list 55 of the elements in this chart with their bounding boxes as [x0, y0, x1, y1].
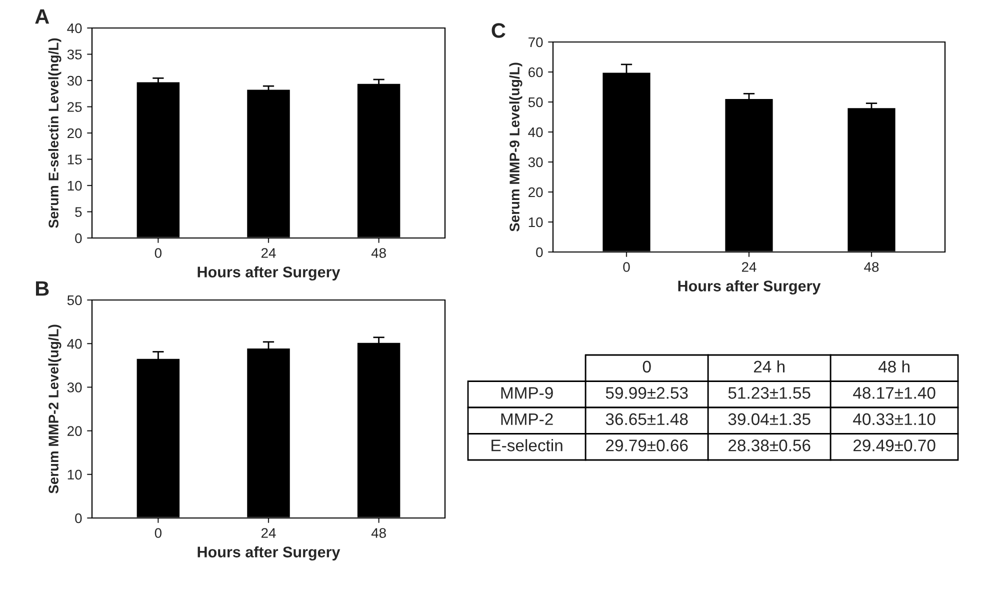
x-tick-label: 48: [864, 262, 879, 272]
y-tick-label: 5: [75, 207, 82, 217]
chart-title: A: [35, 9, 50, 24]
y-tick-label: 10: [68, 470, 82, 480]
text: 29.49±0.70: [853, 440, 936, 452]
x-tick-label: 24: [261, 528, 276, 538]
text: 39.04±1.35: [728, 413, 810, 426]
y-tick-label: 25: [68, 102, 82, 112]
x-axis-title: Hours after Surgery: [198, 546, 340, 561]
text: 51.23±1.55: [728, 387, 810, 399]
y-tick-label: 50: [67, 295, 82, 306]
y-tick-label: 40: [528, 127, 543, 138]
y-tick-label: 60: [528, 67, 543, 78]
y-tick-label: 40: [67, 23, 82, 34]
x-tick-label: 0: [623, 262, 630, 272]
x-tick-label: 24: [742, 262, 756, 272]
y-tick-label: 40: [67, 338, 82, 349]
y-tick-label: 35: [67, 50, 82, 60]
y-tick-label: 30: [67, 382, 82, 392]
text: 48.17±1.40: [853, 387, 936, 399]
y-tick-label: 30: [528, 157, 543, 168]
text: 29.79±0.66: [606, 440, 688, 452]
text: 36.65±1.48: [606, 413, 688, 426]
y-tick-label: 50: [528, 97, 543, 108]
text: 28.38±0.56: [728, 440, 810, 452]
y-tick-label: 70: [528, 37, 543, 48]
x-axis-title: Hours after Surgery: [198, 266, 340, 281]
chart-title: B: [36, 281, 49, 296]
y-tick-label: 15: [68, 154, 82, 164]
y-tick-label: 10: [68, 180, 82, 191]
y-tick-label: 20: [68, 128, 82, 138]
text: 40.33±1.10: [853, 413, 936, 426]
x-tick-label: 48: [371, 248, 386, 258]
text: 59.99±2.53: [606, 387, 688, 399]
y-tick-label: 10: [528, 217, 543, 228]
y-tick-label: 20: [68, 426, 82, 436]
x-tick-label: 0: [154, 248, 162, 258]
category-label: 0: [642, 360, 651, 373]
category-label: MMP-2: [501, 413, 553, 425]
y-tick-label: 0: [75, 233, 82, 244]
y-tick-label: 0: [75, 513, 82, 524]
y-tick-label: 30: [67, 76, 82, 86]
x-axis-title: Hours after Surgery: [678, 280, 821, 295]
y-axis-title: Serum E-selectin Level(ng/L): [48, 38, 62, 228]
chart-title: C: [492, 23, 506, 38]
x-tick-label: 48: [371, 528, 386, 538]
x-tick-label: 24: [261, 248, 276, 258]
category-label: MMP-9: [501, 387, 553, 399]
category-label: 24 h: [754, 360, 784, 372]
y-axis-title: Serum MMP-2 Level(ug/L): [48, 324, 62, 494]
category-label: E-selectin: [492, 439, 562, 452]
y-axis-title: Serum MMP-9 Level(ug/L): [509, 62, 522, 232]
y-tick-label: 20: [528, 187, 543, 198]
x-tick-label: 0: [154, 528, 162, 538]
category-label: 48 h: [878, 360, 910, 373]
